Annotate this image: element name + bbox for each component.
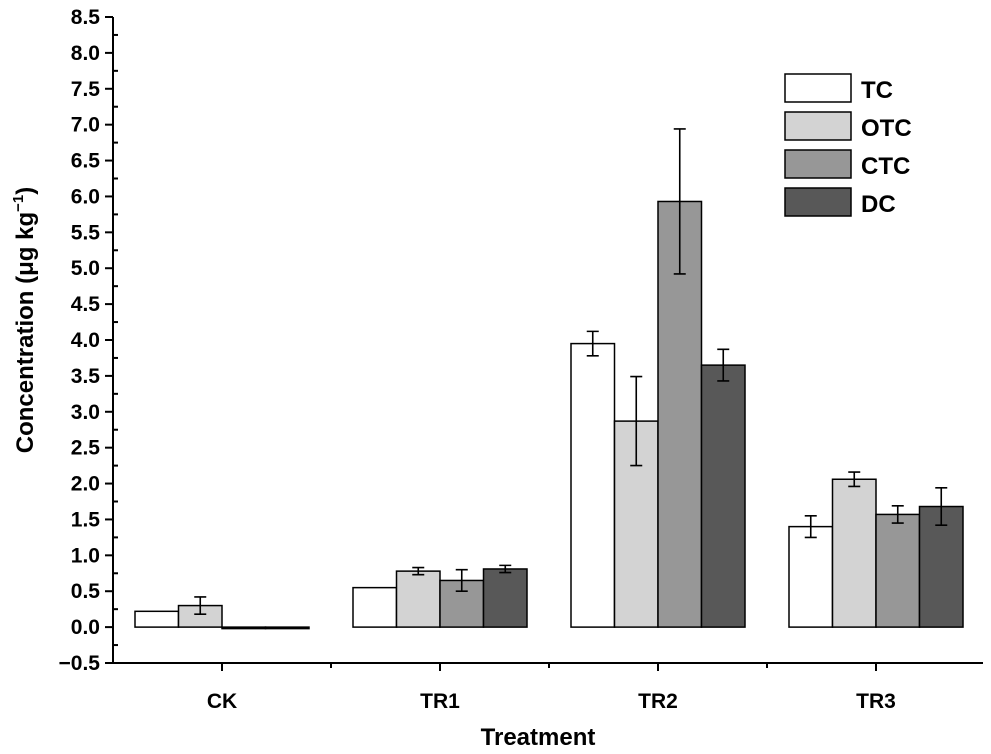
x-axis-ticks: CK TR1 TR2 TR3 [207, 663, 896, 713]
y-tick-label: 4.5 [71, 293, 101, 316]
error-bar-dc-tr1 [499, 564, 512, 574]
y-tick-label: 8.0 [71, 42, 100, 65]
legend-swatch-dc [784, 187, 852, 217]
error-bar-ctc-tr1 [455, 568, 468, 593]
y-tick-label: 0.0 [71, 616, 100, 639]
legend-label-dc: DC [861, 191, 896, 218]
error-bar-otc-tr1 [412, 566, 425, 576]
legend-label-ctc: CTC [861, 153, 910, 180]
error-bar-dc-tr2 [717, 348, 730, 382]
error-bar-otc-tr2 [630, 375, 643, 467]
y-tick-label: 2.5 [71, 437, 101, 460]
bar-otc-tr3 [831, 478, 877, 628]
legend-label-tc: TC [861, 77, 893, 104]
y-tick-label: 2.0 [71, 473, 100, 496]
y-tick-label: 6.5 [71, 150, 101, 173]
x-tick-label: TR1 [420, 690, 460, 713]
y-tick-label: 1.5 [71, 508, 101, 531]
bar-dc-tr1 [482, 568, 528, 628]
y-tick-label: 7.0 [71, 114, 100, 137]
bar-ctc-tr3 [875, 513, 921, 628]
bar-tc-ck [134, 610, 180, 628]
bar-ctc-ck [221, 626, 267, 630]
bars-layer [134, 200, 964, 630]
bar-tc-tr2 [570, 342, 616, 628]
y-tick-label: 3.5 [71, 365, 101, 388]
y-tick-label: 0.5 [71, 580, 101, 603]
error-bar-ctc-tr3 [891, 505, 904, 524]
bar-dc-tr3 [918, 505, 964, 628]
bar-otc-tr1 [395, 570, 441, 628]
bar-dc-tr2 [700, 364, 746, 628]
error-bar-dc-tr3 [935, 487, 948, 526]
error-bar-ctc-tr2 [673, 128, 686, 275]
legend: TC OTC CTC DC [784, 73, 912, 218]
x-tick-label: TR2 [638, 690, 678, 713]
error-bars-layer [194, 128, 948, 615]
error-bar-otc-tr3 [848, 471, 861, 488]
error-bar-tc-tr3 [804, 515, 817, 539]
y-tick-label: 5.5 [71, 221, 101, 244]
y-tick-label: 1.0 [71, 544, 100, 567]
y-tick-label: 7.5 [71, 78, 101, 101]
y-tick-label: 3.0 [71, 401, 100, 424]
legend-swatch-ctc [784, 149, 852, 179]
x-axis-title: Treatment [481, 724, 596, 751]
legend-swatch-otc [784, 111, 852, 141]
y-axis-ticks: −0.5 0.0 0.5 1.0 1.5 2.0 2.5 3.0 3.5 4.0 4.5 5.0 5.5… [59, 6, 118, 675]
y-tick-label: 4.0 [71, 329, 100, 352]
x-tick-label: TR3 [856, 690, 896, 713]
bar-dc-ck [264, 626, 310, 630]
bar-tc-tr1 [352, 586, 398, 628]
y-axis-title: Concentration (μg kg−1) [10, 187, 39, 453]
bar-tc-tr3 [788, 525, 834, 628]
error-bar-tc-tr2 [586, 330, 599, 357]
legend-swatch-tc [784, 73, 852, 103]
error-bar-otc-ck [194, 596, 207, 615]
y-tick-label: 5.0 [71, 257, 100, 280]
y-tick-label: 8.5 [71, 6, 101, 29]
legend-label-otc: OTC [861, 115, 912, 142]
y-tick-label: 6.0 [71, 185, 100, 208]
y-tick-label: −0.5 [59, 652, 101, 675]
x-tick-label: CK [207, 690, 237, 713]
